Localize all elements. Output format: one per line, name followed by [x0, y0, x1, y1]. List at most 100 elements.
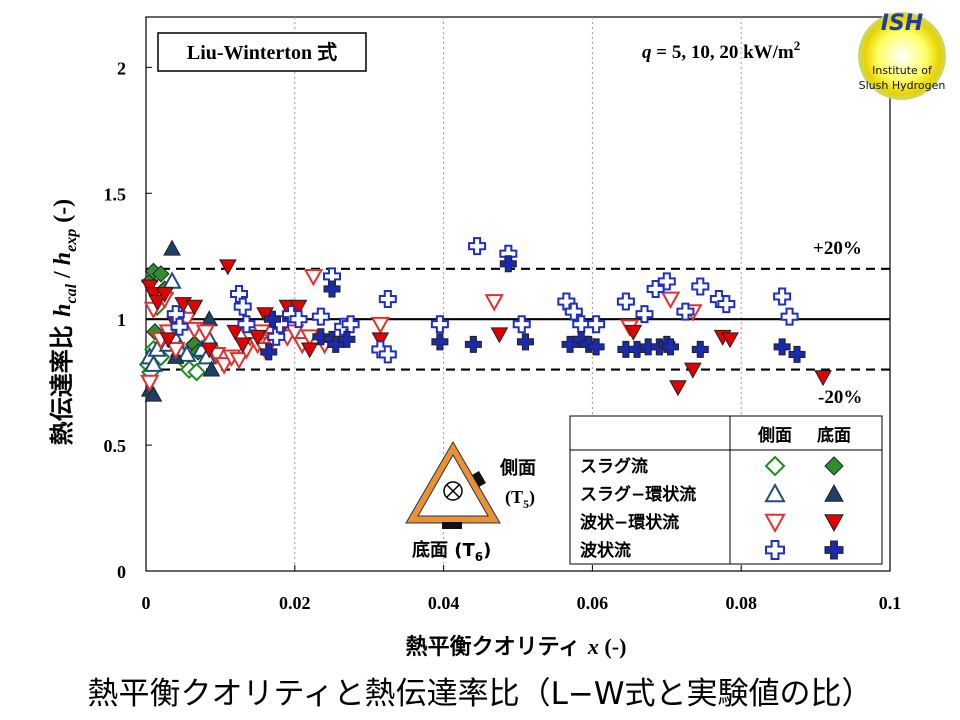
sensor-inset: 側面 (T5) 底面 (T6) — [405, 441, 536, 564]
x-tick-label: 0.1 — [879, 593, 902, 613]
data-point — [378, 290, 397, 309]
legend-marker-side — [765, 540, 785, 560]
ish-logo: ISH Institute of Slush Hydrogen — [858, 11, 946, 100]
model-label: Liu-Winterton 式 — [187, 41, 337, 64]
data-point — [200, 342, 219, 359]
y-tick-label: 2 — [117, 58, 126, 78]
data-point — [814, 370, 832, 387]
legend-marker-bottom — [824, 514, 844, 533]
data-point — [616, 292, 635, 311]
data-point — [587, 315, 606, 334]
data-point — [587, 338, 605, 356]
slide-caption: 熱平衡クオリティと熱伝達率比（L−W式と実験値の比） — [87, 676, 873, 712]
data-point — [657, 272, 676, 291]
y-tick-label: 1.5 — [104, 184, 127, 204]
data-point — [229, 352, 249, 370]
x-axis-label: 熱平衡クオリティ x (-) — [406, 634, 627, 660]
data-point — [144, 385, 163, 402]
data-point — [303, 268, 324, 287]
data-point — [187, 362, 207, 382]
logo-sun-icon — [858, 12, 946, 100]
data-point — [214, 357, 234, 375]
legend-marker-bottom — [824, 540, 844, 560]
inset-bottom-label: 底面 (T6) — [412, 539, 491, 564]
data-point — [155, 287, 174, 304]
data-point — [464, 335, 482, 353]
legend-marker-bottom — [824, 483, 844, 502]
data-point — [152, 265, 170, 283]
data-point — [669, 380, 687, 397]
plus-20-label: +20% — [813, 238, 862, 259]
data-point — [676, 302, 695, 321]
data-point — [202, 360, 221, 377]
data-point — [468, 237, 487, 256]
data-point — [646, 279, 665, 298]
y-tick-label: 0.5 — [104, 436, 127, 456]
data-point — [170, 317, 189, 336]
data-point — [773, 338, 791, 356]
model-label-box — [157, 32, 367, 72]
x-tick-label: 0.04 — [428, 593, 460, 613]
data-point — [263, 310, 281, 328]
bottom-sensor-mark — [442, 522, 462, 529]
data-point — [226, 324, 245, 341]
data-point — [197, 346, 217, 365]
data-point — [484, 294, 504, 312]
series-cross-filled — [260, 255, 806, 363]
data-point — [717, 295, 736, 314]
legend-marker-bottom — [824, 456, 844, 476]
data-point — [338, 330, 356, 348]
data-point — [662, 338, 680, 356]
axis-ticks: 0 0.02 0.04 0.06 0.08 0.1 0 0.5 1 1.5 2 — [104, 58, 902, 613]
data-point — [624, 324, 643, 341]
y-tick-label: 0 — [117, 562, 126, 582]
logo-name: ISH — [881, 11, 923, 36]
data-point — [289, 310, 308, 329]
data-point — [312, 328, 330, 346]
data-point — [267, 327, 286, 346]
legend-entry-label: スラグ−環状流 — [580, 484, 696, 505]
data-point — [431, 333, 449, 351]
series-inv-triangle-open — [140, 268, 703, 393]
inset-side-label: 側面 — [499, 457, 536, 479]
data-point — [148, 294, 167, 311]
x-tick-label: 0.06 — [577, 593, 609, 613]
legend-marker-side — [764, 513, 786, 534]
condition-label: q = 5, 10, 20 kW/m2 — [642, 38, 800, 63]
x-tick-label: 0.08 — [725, 593, 757, 613]
data-point — [163, 239, 181, 256]
data-points — [138, 237, 832, 402]
legend-entry-label: 波状流 — [580, 540, 631, 561]
y-tick-label: 1 — [117, 310, 126, 330]
data-point — [300, 342, 319, 359]
data-point — [166, 342, 186, 360]
y-axis-label: 熱伝達率比 hcal / hexp (-) — [48, 199, 80, 445]
data-point — [260, 343, 278, 361]
legend-entry-label: 波状−環状流 — [580, 512, 679, 533]
data-point — [311, 307, 330, 326]
data-point — [683, 362, 702, 379]
data-point — [371, 332, 390, 349]
data-point — [237, 315, 256, 334]
legend-header-bottom: 底面 — [817, 425, 851, 446]
data-point — [635, 305, 654, 324]
data-point — [185, 299, 204, 316]
data-point — [323, 280, 341, 298]
legend-marker-side — [764, 455, 786, 477]
logo-line1: Institute of — [872, 64, 933, 77]
data-point — [146, 323, 164, 341]
data-point — [499, 255, 517, 273]
inset-side-sensor: (T5) — [505, 487, 535, 511]
data-point — [233, 297, 252, 316]
legend-marker-side — [764, 482, 786, 503]
data-point — [218, 259, 237, 276]
data-point — [195, 324, 216, 342]
data-point — [660, 291, 681, 310]
data-point — [691, 277, 710, 296]
data-point — [143, 354, 164, 372]
data-point — [490, 327, 509, 344]
x-tick-label: 0.02 — [279, 593, 311, 613]
x-tick-label: 0 — [142, 593, 151, 613]
